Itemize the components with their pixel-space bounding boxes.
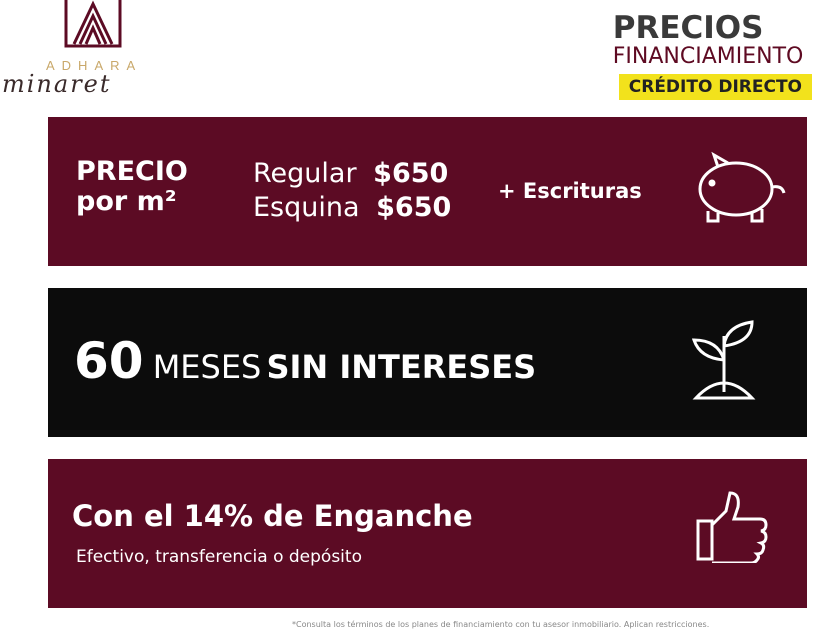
price-panel: PRECIO por m² Regular $650 Esquina $650 … bbox=[48, 117, 807, 266]
brand-name: ADHARA bbox=[46, 58, 143, 73]
months-number: 60 bbox=[74, 332, 144, 390]
payment-methods: Efectivo, transferencia o depósito bbox=[76, 547, 362, 567]
logo: ADHARA minaret bbox=[0, 0, 190, 100]
months-word: MESES bbox=[152, 348, 262, 386]
price-unit: por m² bbox=[76, 186, 177, 217]
credit-badge: CRÉDITO DIRECTO bbox=[618, 74, 812, 100]
months-panel: 60 MESES SIN INTERESES bbox=[48, 288, 807, 437]
price-row-esquina: Esquina $650 bbox=[253, 192, 452, 223]
price-extra: + Escrituras bbox=[498, 179, 642, 203]
header-subtitle: FINANCIAMIENTO bbox=[612, 44, 804, 69]
thumbs-up-icon bbox=[696, 491, 768, 563]
months-no-interest: SIN INTERESES bbox=[266, 348, 537, 386]
plant-sprout-icon bbox=[691, 320, 756, 400]
footer-disclaimer: *Consulta los términos de los planes de … bbox=[292, 620, 710, 629]
brand-script: minaret bbox=[2, 70, 112, 98]
logo-mark-icon bbox=[64, 0, 122, 48]
header-title: PRECIOS bbox=[612, 10, 764, 46]
piggy-bank-icon bbox=[698, 151, 786, 223]
down-payment-title: Con el 14% de Enganche bbox=[72, 499, 473, 533]
header: PRECIOS FINANCIAMIENTO CRÉDITO DIRECTO bbox=[613, 12, 812, 100]
price-title: PRECIO bbox=[76, 156, 188, 187]
down-payment-panel: Con el 14% de Enganche Efectivo, transfe… bbox=[48, 459, 807, 608]
price-row-regular: Regular $650 bbox=[253, 158, 449, 189]
